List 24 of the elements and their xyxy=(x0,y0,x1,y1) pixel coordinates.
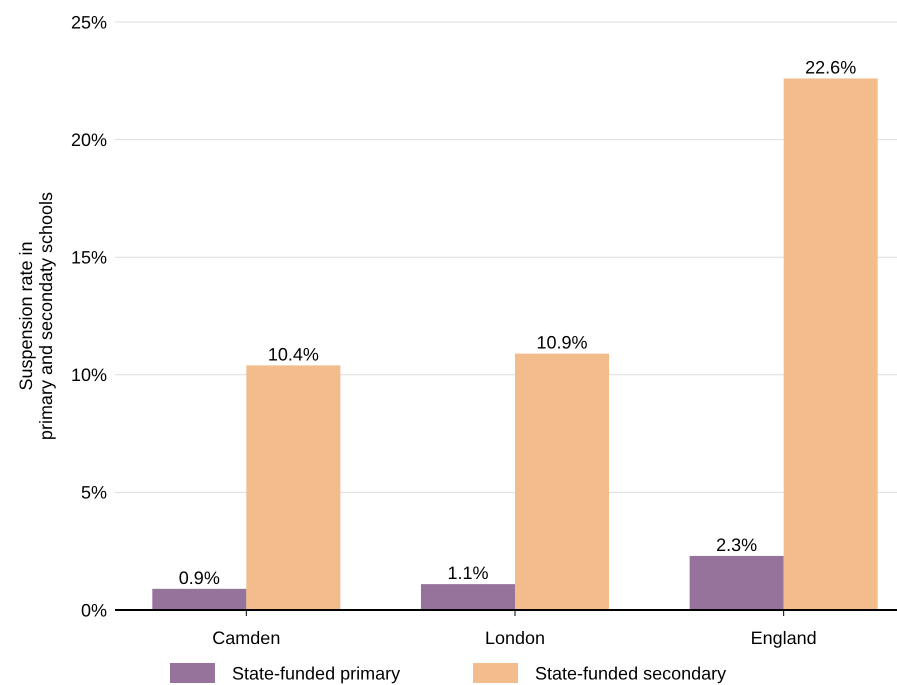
data-label: 10.4% xyxy=(268,344,319,364)
legend-label: State-funded primary xyxy=(232,663,400,684)
y-tick-label: 10% xyxy=(70,365,107,386)
bar xyxy=(690,556,784,610)
y-tick-label: 15% xyxy=(70,248,107,268)
y-tick-label: 5% xyxy=(80,482,107,503)
bar xyxy=(246,365,340,610)
x-tick-label: London xyxy=(484,628,546,648)
y-tick-label: 25% xyxy=(70,12,107,32)
x-tick-label: England xyxy=(750,628,817,648)
data-label: 10.9% xyxy=(536,332,588,353)
bar xyxy=(152,588,246,610)
x-tick-label: Camden xyxy=(212,628,280,648)
y-tick-label: 0% xyxy=(80,600,107,620)
legend-label: State-funded secondary xyxy=(535,663,726,684)
data-label: 2.3% xyxy=(716,534,758,555)
data-label: 1.1% xyxy=(447,563,488,584)
bar xyxy=(784,78,878,610)
y-tick-label: 20% xyxy=(70,130,107,150)
data-label: 22.6% xyxy=(805,57,856,78)
data-label: 0.9% xyxy=(178,568,220,588)
bar xyxy=(515,354,610,610)
bar xyxy=(420,584,515,610)
y-axis-title: Suspension rate in primary and secondaty schools xyxy=(16,192,56,440)
